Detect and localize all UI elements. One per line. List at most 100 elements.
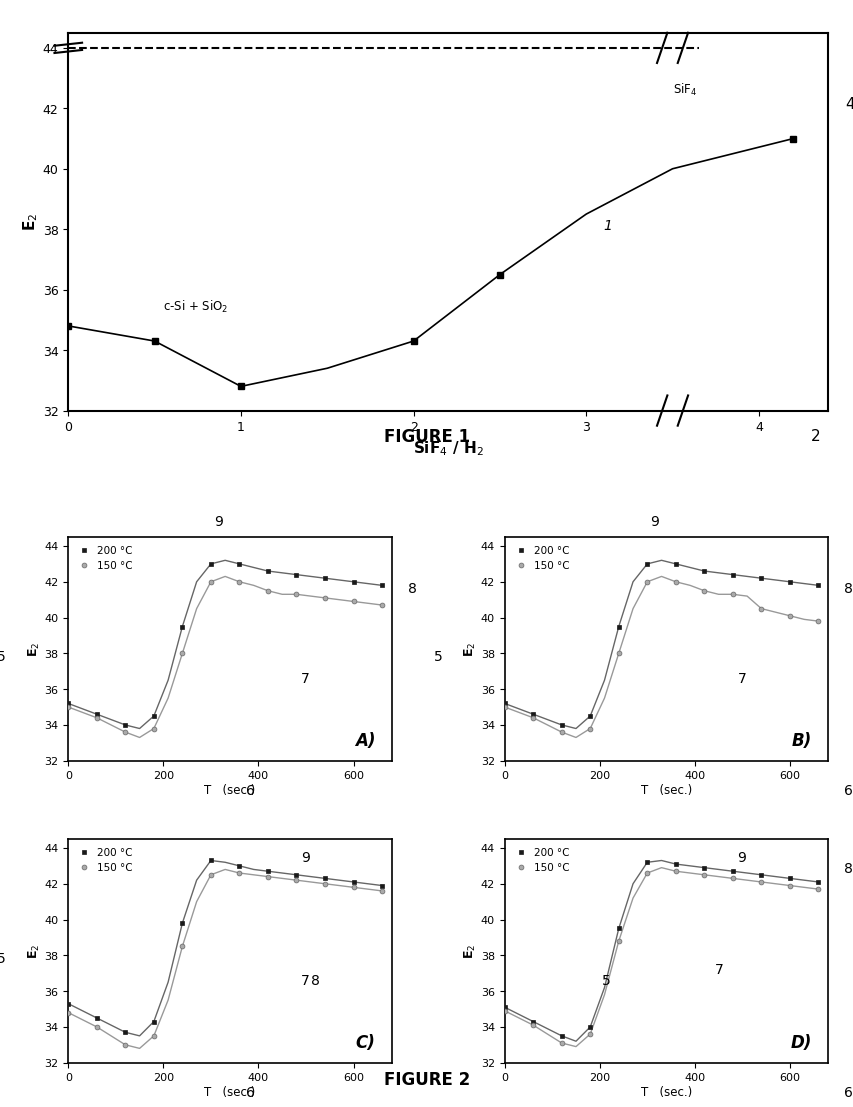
150 °C — [784, 879, 794, 892]
X-axis label: T   (sec.): T (sec.) — [641, 1085, 692, 1098]
X-axis label: T   (sec.): T (sec.) — [641, 784, 692, 796]
200 °C — [348, 876, 358, 889]
200 °C — [756, 868, 766, 881]
150 °C — [528, 1018, 538, 1032]
150 °C — [263, 870, 273, 883]
150 °C — [613, 934, 624, 948]
200 °C — [556, 718, 566, 732]
Text: 9: 9 — [737, 850, 746, 865]
150 °C — [235, 576, 245, 589]
Text: 7: 7 — [301, 672, 310, 685]
Text: c-Si + SiO$_2$: c-Si + SiO$_2$ — [163, 299, 229, 315]
Legend: 200 °C, 150 °C: 200 °C, 150 °C — [509, 542, 572, 573]
150 °C — [377, 884, 387, 898]
200 °C — [585, 1021, 595, 1034]
200 °C — [556, 1030, 566, 1043]
150 °C — [291, 873, 301, 887]
Y-axis label: E$_2$: E$_2$ — [462, 943, 478, 959]
200 °C — [756, 572, 766, 586]
150 °C — [813, 882, 823, 896]
Y-axis label: E$_2$: E$_2$ — [462, 641, 478, 656]
150 °C — [320, 877, 330, 890]
150 °C — [91, 1021, 102, 1034]
Text: D): D) — [790, 1034, 811, 1052]
150 °C — [499, 701, 509, 714]
150 °C — [585, 1027, 595, 1041]
Text: 5: 5 — [0, 650, 6, 663]
Text: C): C) — [356, 1034, 375, 1052]
150 °C — [528, 712, 538, 725]
200 °C — [206, 558, 216, 571]
200 °C — [177, 917, 188, 930]
200 °C — [377, 879, 387, 892]
Y-axis label: E$_2$: E$_2$ — [21, 213, 40, 231]
200 °C — [670, 558, 681, 571]
200 °C — [585, 710, 595, 723]
200 °C — [641, 558, 652, 571]
200 °C — [499, 1001, 509, 1014]
Text: 2: 2 — [810, 430, 820, 444]
Line: 200 °C: 200 °C — [66, 561, 384, 727]
Text: B): B) — [791, 732, 811, 749]
200 °C — [528, 707, 538, 721]
150 °C — [291, 588, 301, 601]
150 °C — [206, 576, 216, 589]
200 °C — [813, 579, 823, 592]
200 °C — [784, 576, 794, 589]
Line: 200 °C: 200 °C — [66, 858, 384, 1035]
150 °C — [699, 868, 709, 881]
150 °C — [784, 609, 794, 622]
Text: 7: 7 — [301, 973, 310, 987]
150 °C — [556, 725, 566, 738]
200 °C — [148, 710, 159, 723]
150 °C — [613, 646, 624, 660]
Text: 9: 9 — [650, 515, 659, 529]
200 °C — [235, 558, 245, 571]
Text: 5: 5 — [601, 973, 610, 987]
Y-axis label: E$_2$: E$_2$ — [26, 641, 42, 656]
150 °C — [670, 865, 681, 878]
200 °C — [813, 876, 823, 889]
Text: 4: 4 — [844, 96, 853, 112]
150 °C — [120, 725, 131, 738]
Text: 7: 7 — [737, 672, 746, 685]
150 °C — [641, 576, 652, 589]
Line: 150 °C: 150 °C — [66, 580, 384, 735]
200 °C — [528, 1015, 538, 1028]
200 °C — [120, 718, 131, 732]
200 °C — [177, 620, 188, 633]
Text: 8: 8 — [844, 861, 852, 876]
Line: 150 °C: 150 °C — [502, 869, 821, 1045]
200 °C — [499, 697, 509, 711]
150 °C — [641, 867, 652, 880]
200 °C — [784, 872, 794, 886]
150 °C — [63, 1006, 73, 1020]
200 °C — [348, 576, 358, 589]
Text: FIGURE 2: FIGURE 2 — [383, 1070, 470, 1088]
200 °C — [641, 856, 652, 869]
150 °C — [756, 876, 766, 889]
150 °C — [585, 722, 595, 735]
Text: A): A) — [355, 732, 375, 749]
Text: FIGURE 1: FIGURE 1 — [384, 428, 469, 446]
150 °C — [556, 1036, 566, 1049]
150 °C — [206, 868, 216, 881]
150 °C — [348, 881, 358, 894]
150 °C — [177, 940, 188, 953]
Legend: 200 °C, 150 °C: 200 °C, 150 °C — [73, 542, 136, 573]
150 °C — [348, 596, 358, 609]
Text: 1: 1 — [603, 218, 612, 232]
200 °C — [91, 707, 102, 721]
Text: 8: 8 — [310, 973, 319, 987]
200 °C — [148, 1015, 159, 1028]
200 °C — [699, 565, 709, 578]
150 °C — [728, 872, 738, 886]
150 °C — [263, 584, 273, 598]
150 °C — [120, 1038, 131, 1052]
200 °C — [291, 868, 301, 881]
150 °C — [728, 588, 738, 601]
Y-axis label: E$_2$: E$_2$ — [26, 943, 42, 959]
150 °C — [756, 602, 766, 615]
200 °C — [320, 572, 330, 586]
200 °C — [613, 620, 624, 633]
